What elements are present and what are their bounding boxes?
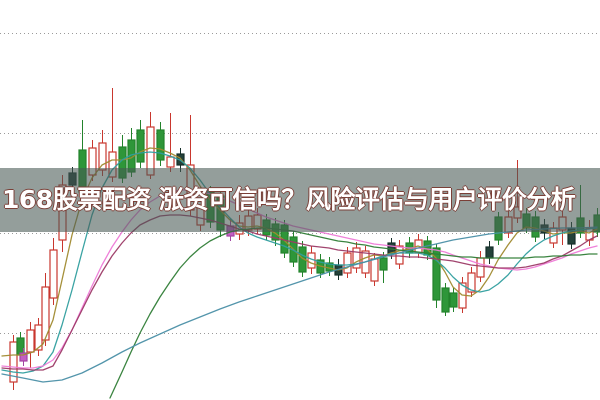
candle-body	[49, 249, 58, 299]
candle-body	[370, 258, 379, 282]
headline-banner: 168股票配资 涨资可信吗？风险评估与用户评价分析	[0, 168, 600, 232]
ma-maroon-line	[1, 214, 598, 371]
candle-body	[41, 286, 50, 341]
candle-body	[449, 292, 458, 308]
ma-slow-blue-line	[1, 226, 598, 383]
candle-body	[441, 287, 450, 313]
candle-body	[395, 245, 404, 265]
ma-green-line	[109, 227, 598, 399]
candle-body	[136, 129, 145, 163]
candle-body	[485, 246, 494, 259]
candle-body	[387, 242, 396, 254]
ma-fast-khaki-line	[1, 147, 598, 357]
candle-body	[98, 142, 107, 171]
candle-body	[352, 247, 361, 269]
headline-text: 168股票配资 涨资可信吗？风险评估与用户评价分析	[2, 185, 576, 214]
candle-body	[166, 156, 175, 168]
candle-body	[343, 252, 352, 274]
candle-body	[379, 257, 388, 271]
candle-body	[156, 129, 165, 161]
candle-body	[432, 247, 441, 301]
candle-body	[19, 352, 28, 362]
candle-body	[467, 272, 476, 293]
candle-body	[476, 257, 485, 278]
candle-body	[9, 341, 18, 383]
candle-body	[26, 329, 35, 353]
